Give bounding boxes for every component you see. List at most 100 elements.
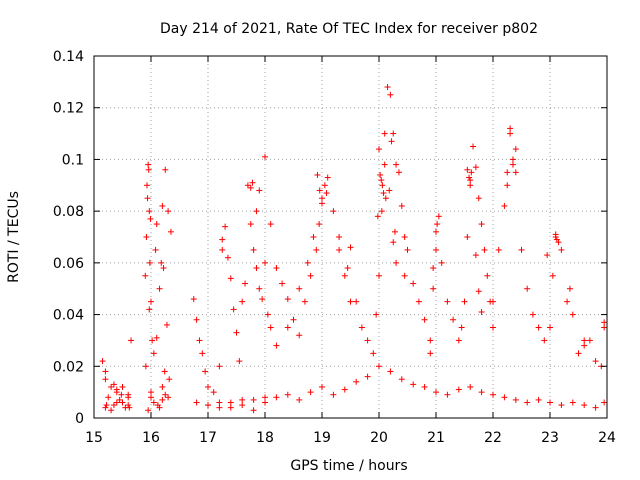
data-point [393, 161, 400, 168]
data-point [247, 221, 254, 228]
data-point [316, 187, 323, 194]
y-tick-label: 0.02 [53, 359, 84, 375]
y-axis-label: ROTI / TECUs [6, 191, 22, 283]
y-tick-label: 0 [75, 411, 84, 427]
data-point [395, 169, 402, 176]
data-point [374, 213, 381, 220]
y-tick-label: 0.14 [53, 49, 84, 65]
x-tick-label: 16 [142, 430, 160, 446]
data-point [415, 298, 422, 305]
data-point [478, 389, 485, 396]
data-point [353, 298, 360, 305]
data-point [250, 396, 257, 403]
data-point [347, 298, 354, 305]
data-point [284, 391, 291, 398]
data-point [148, 389, 154, 396]
data-point [296, 332, 303, 339]
data-point [330, 391, 337, 398]
data-point [146, 306, 153, 313]
data-point [227, 404, 234, 411]
data-point [386, 187, 393, 194]
data-point [233, 329, 240, 336]
data-point [149, 337, 156, 344]
data-point [434, 221, 441, 228]
data-point [307, 389, 314, 396]
data-point [310, 234, 317, 240]
data-point [102, 368, 109, 375]
data-point [162, 391, 169, 398]
data-point [358, 324, 365, 331]
data-point [159, 396, 166, 403]
data-point [558, 402, 565, 409]
data-point [113, 386, 120, 393]
data-point [475, 195, 482, 202]
data-point [490, 324, 496, 331]
data-point [433, 228, 439, 235]
data-point [393, 259, 400, 266]
y-tick-label: 0.1 [62, 152, 84, 168]
data-point [113, 399, 120, 406]
data-point [524, 399, 531, 406]
data-point [384, 84, 391, 91]
data-point [239, 402, 246, 409]
data-point [230, 306, 237, 313]
data-point [284, 324, 291, 331]
x-tick-label: 18 [256, 430, 274, 446]
data-point [398, 376, 405, 383]
data-point [509, 156, 516, 163]
data-point [216, 363, 223, 370]
data-point [193, 399, 200, 406]
data-point [216, 404, 223, 411]
data-points [99, 84, 608, 414]
data-point [376, 146, 382, 153]
data-point [152, 246, 159, 253]
data-point [119, 383, 126, 390]
data-point [227, 275, 234, 282]
y-tick-labels: 0 0.02 0.04 0.06 0.08 0.1 0.12 0.14 [53, 49, 84, 427]
data-point [581, 342, 588, 349]
data-point [564, 298, 571, 305]
data-point [430, 265, 437, 272]
data-point [99, 358, 106, 365]
data-point [575, 350, 582, 357]
data-point [364, 337, 371, 344]
data-point [455, 386, 462, 393]
data-point [512, 169, 519, 176]
data-point [264, 311, 271, 318]
data-point [472, 164, 479, 171]
data-point [569, 399, 576, 406]
data-point [501, 394, 508, 401]
x-tick-label: 22 [484, 430, 502, 446]
data-point [267, 221, 274, 228]
x-axis-label: GPS time / hours [290, 458, 407, 474]
data-point [239, 298, 246, 305]
data-point [467, 182, 474, 189]
data-point [108, 407, 115, 414]
data-point [158, 259, 165, 266]
x-tick-label: 20 [370, 430, 388, 446]
data-point [547, 399, 553, 406]
data-point [504, 182, 511, 189]
data-point [102, 404, 109, 411]
data-point [227, 399, 234, 406]
data-point [450, 316, 457, 323]
data-point [347, 244, 354, 251]
data-point [262, 259, 268, 266]
data-point [378, 208, 385, 215]
data-point [504, 169, 511, 176]
data-point [142, 272, 149, 279]
data-point [316, 221, 323, 228]
data-point [307, 272, 314, 279]
data-point [156, 285, 163, 292]
data-point [549, 272, 556, 279]
data-point [390, 239, 397, 246]
data-point [467, 177, 474, 184]
data-point [128, 337, 135, 344]
data-point [202, 368, 209, 375]
data-point [518, 246, 525, 253]
data-point [427, 337, 434, 344]
data-point [244, 182, 251, 189]
x-tick-label: 17 [199, 430, 217, 446]
data-point [390, 130, 397, 137]
